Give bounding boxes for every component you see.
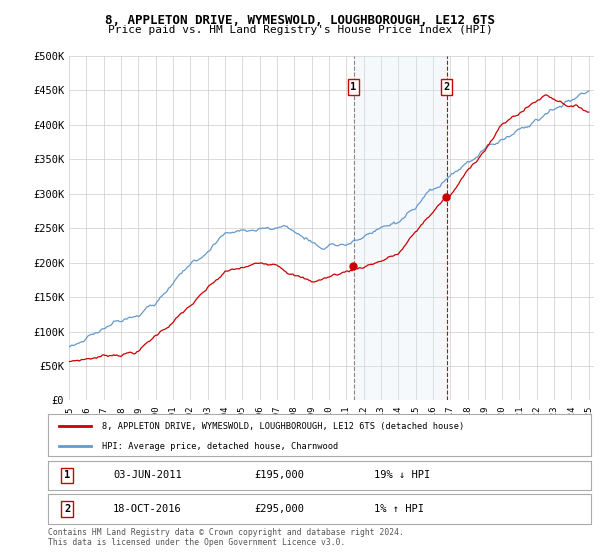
Text: 2: 2 [64, 504, 70, 514]
Text: Contains HM Land Registry data © Crown copyright and database right 2024.
This d: Contains HM Land Registry data © Crown c… [48, 528, 404, 547]
Text: HPI: Average price, detached house, Charnwood: HPI: Average price, detached house, Char… [103, 442, 338, 451]
Text: 1: 1 [64, 470, 70, 480]
Text: 19% ↓ HPI: 19% ↓ HPI [374, 470, 430, 480]
Text: 18-OCT-2016: 18-OCT-2016 [113, 504, 182, 514]
Text: Price paid vs. HM Land Registry's House Price Index (HPI): Price paid vs. HM Land Registry's House … [107, 25, 493, 35]
Text: 03-JUN-2011: 03-JUN-2011 [113, 470, 182, 480]
Text: 2: 2 [443, 82, 449, 92]
Text: 1: 1 [350, 82, 356, 92]
Text: 8, APPLETON DRIVE, WYMESWOLD, LOUGHBOROUGH, LE12 6TS (detached house): 8, APPLETON DRIVE, WYMESWOLD, LOUGHBOROU… [103, 422, 464, 431]
Text: 1% ↑ HPI: 1% ↑ HPI [374, 504, 424, 514]
Text: £295,000: £295,000 [254, 504, 304, 514]
Text: £195,000: £195,000 [254, 470, 304, 480]
Text: 8, APPLETON DRIVE, WYMESWOLD, LOUGHBOROUGH, LE12 6TS: 8, APPLETON DRIVE, WYMESWOLD, LOUGHBOROU… [105, 14, 495, 27]
Bar [353, 56, 446, 400]
